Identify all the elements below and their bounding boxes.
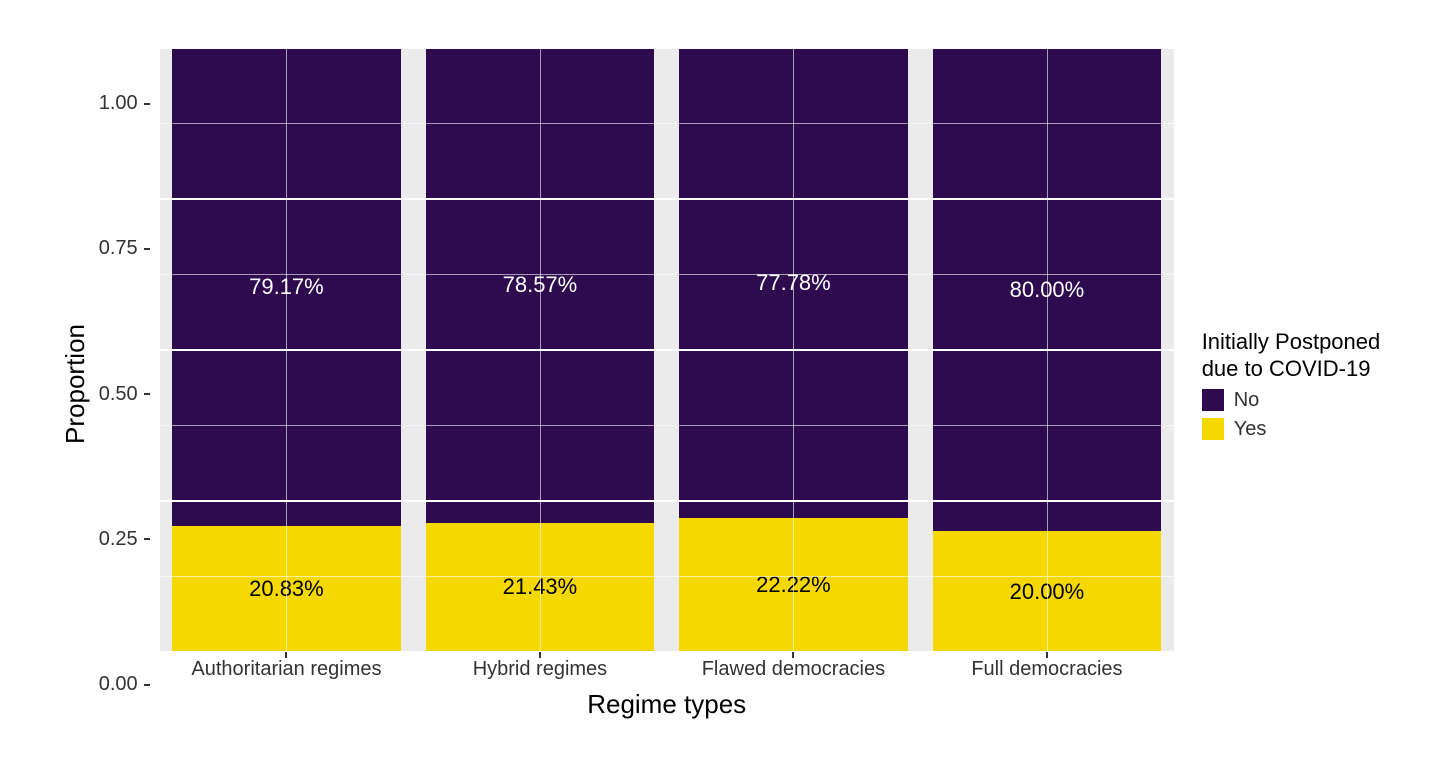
y-tick-label: 0.00 [99,673,138,696]
grid-line-major [160,198,1174,200]
grid-line-vertical [793,48,794,652]
y-tick-mark [144,393,150,395]
y-axis-title: Proportion [60,324,91,444]
x-tick-label: Authoritarian regimes [160,658,414,681]
y-tick: 0.25 [99,528,150,551]
x-tick-label: Flawed democracies [667,658,921,681]
x-axis-title: Regime types [160,689,1174,720]
grid-line-major [160,47,1174,49]
grid-line-minor [160,274,1174,275]
legend-swatch-yes [1202,418,1224,440]
grid-line-vertical [286,48,287,652]
x-tick-label: Hybrid regimes [413,658,667,681]
y-tick-label: 0.25 [99,528,138,551]
y-tick-mark [144,538,150,540]
legend-title: Initially Postponed due to COVID-19 [1202,328,1381,383]
y-tick: 0.00 [99,673,150,696]
x-axis: Authoritarian regimes Hybrid regimes Fla… [160,652,1174,681]
legend: Initially Postponed due to COVID-19 No Y… [1202,328,1381,441]
chart-left-area: Proportion 1.00 0.75 0.50 0.25 0.00 [60,48,1174,720]
y-tick-mark [144,684,150,686]
y-axis: 1.00 0.75 0.50 0.25 0.00 [99,82,160,686]
y-tick-mark [144,248,150,250]
chart-container: Proportion 1.00 0.75 0.50 0.25 0.00 [60,48,1381,720]
legend-title-line: Initially Postponed [1202,329,1381,354]
legend-label: No [1234,389,1260,412]
y-tick: 0.75 [99,237,150,260]
grid-line-major [160,500,1174,502]
y-tick-mark [144,103,150,105]
grid-line-major [160,651,1174,653]
legend-title-line: due to COVID-19 [1202,356,1371,381]
y-tick-label: 0.50 [99,383,138,406]
y-tick: 0.50 [99,383,150,406]
legend-item-yes: Yes [1202,418,1381,441]
y-tick: 1.00 [99,92,150,115]
grid-line-minor [160,425,1174,426]
plot-panel: 79.17%20.83%78.57%21.43%77.78%22.22%80.0… [160,48,1174,652]
plot-column: 79.17%20.83%78.57%21.43%77.78%22.22%80.0… [160,48,1174,720]
y-tick-label: 1.00 [99,92,138,115]
grid-line-vertical [540,48,541,652]
legend-item-no: No [1202,389,1381,412]
y-tick-label: 0.75 [99,237,138,260]
grid-line-minor [160,576,1174,577]
legend-swatch-no [1202,389,1224,411]
x-tick-label: Full democracies [920,658,1174,681]
grid-line-minor [160,123,1174,124]
grid-line-vertical [1047,48,1048,652]
grid-line-major [160,349,1174,351]
legend-label: Yes [1234,418,1267,441]
